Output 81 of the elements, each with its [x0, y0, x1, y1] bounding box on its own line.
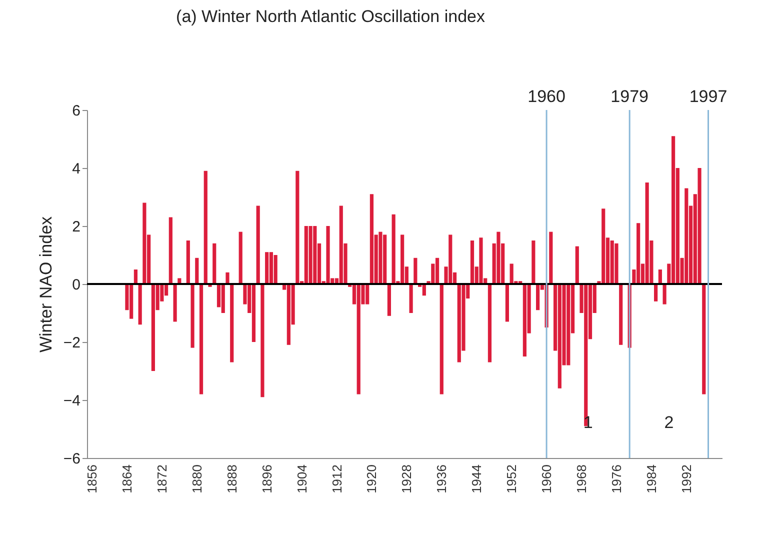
- y-tick-label: −2: [63, 334, 80, 352]
- bar: [221, 284, 225, 313]
- bar: [260, 284, 264, 398]
- bar: [619, 284, 623, 345]
- bar: [204, 170, 208, 284]
- x-tick-label: 1984: [644, 464, 659, 494]
- bar: [252, 284, 256, 342]
- x-tick-label: 1872: [154, 464, 170, 494]
- y-tick-label: 4: [72, 160, 80, 178]
- bar: [134, 270, 138, 284]
- bar: [212, 243, 216, 284]
- x-tick-label: 1928: [399, 464, 414, 494]
- annotation: 2: [664, 413, 674, 432]
- bar: [274, 255, 278, 284]
- bar: [195, 258, 199, 284]
- bar: [296, 170, 300, 284]
- x-tick-label: 1888: [224, 464, 240, 494]
- y-axis-title: Winter NAO index: [36, 216, 56, 353]
- bar: [308, 226, 312, 284]
- bar: [658, 270, 662, 284]
- bar: [230, 284, 234, 362]
- x-tick-label: 1936: [434, 464, 450, 494]
- bar: [370, 194, 374, 284]
- bar: [614, 243, 618, 284]
- bar: [671, 136, 676, 284]
- x-tick-label: 1944: [469, 464, 484, 494]
- bar: [575, 246, 579, 284]
- x-tick-label: 1912: [329, 464, 344, 494]
- bar: [326, 226, 330, 284]
- bar: [488, 284, 492, 362]
- bar: [496, 232, 500, 284]
- x-tick-label: 1960: [539, 464, 554, 494]
- bar: [435, 258, 440, 284]
- bar: [549, 232, 553, 284]
- x-tick-label: 1952: [504, 464, 520, 494]
- bar: [645, 182, 649, 284]
- bar: [662, 284, 666, 304]
- bar: [505, 284, 510, 322]
- bar: [265, 252, 269, 284]
- bar: [440, 284, 444, 394]
- bar: [142, 202, 146, 284]
- ref-line-label: 1997: [689, 87, 728, 106]
- bar: [536, 284, 540, 310]
- y-tick-label: 0: [72, 276, 80, 294]
- y-tick-label: −4: [63, 392, 80, 410]
- bar: [479, 238, 483, 284]
- bar: [186, 240, 190, 284]
- bar: [654, 284, 658, 302]
- x-tick-label: 1896: [259, 464, 274, 494]
- x-tick-label: 1904: [294, 464, 310, 494]
- bar: [698, 168, 702, 284]
- x-tick-label: 1968: [574, 464, 590, 494]
- bar: [138, 284, 142, 325]
- bar: [226, 272, 230, 284]
- y-tick-label: −6: [63, 450, 80, 468]
- x-tick-label: 1920: [364, 464, 380, 494]
- x-tick-label: 1880: [189, 464, 204, 494]
- y-tick-label: 6: [72, 102, 80, 120]
- ref-line-label: 1960: [528, 87, 566, 106]
- bar: [392, 214, 396, 284]
- bar: [199, 284, 204, 394]
- bar: [532, 240, 536, 284]
- ref-line-label: 1979: [610, 87, 648, 106]
- y-tick-label: 2: [72, 218, 80, 236]
- bar: [238, 232, 242, 284]
- chart-title: (a) Winter North Atlantic Oscillation index: [176, 7, 486, 26]
- bar: [173, 284, 177, 322]
- bar: [256, 206, 260, 284]
- annotation: 1: [583, 413, 593, 432]
- x-tick-label: 1856: [84, 464, 100, 494]
- bar: [702, 284, 706, 394]
- bar: [470, 240, 474, 284]
- bar: [387, 284, 392, 316]
- x-tick-label: 1976: [608, 464, 624, 494]
- bar: [168, 217, 172, 284]
- bar: [409, 284, 413, 313]
- x-tick-label: 1864: [119, 464, 134, 494]
- x-tick-label: 1992: [678, 464, 694, 494]
- bar: [414, 258, 418, 284]
- bar: [378, 232, 382, 284]
- bar: [190, 284, 194, 348]
